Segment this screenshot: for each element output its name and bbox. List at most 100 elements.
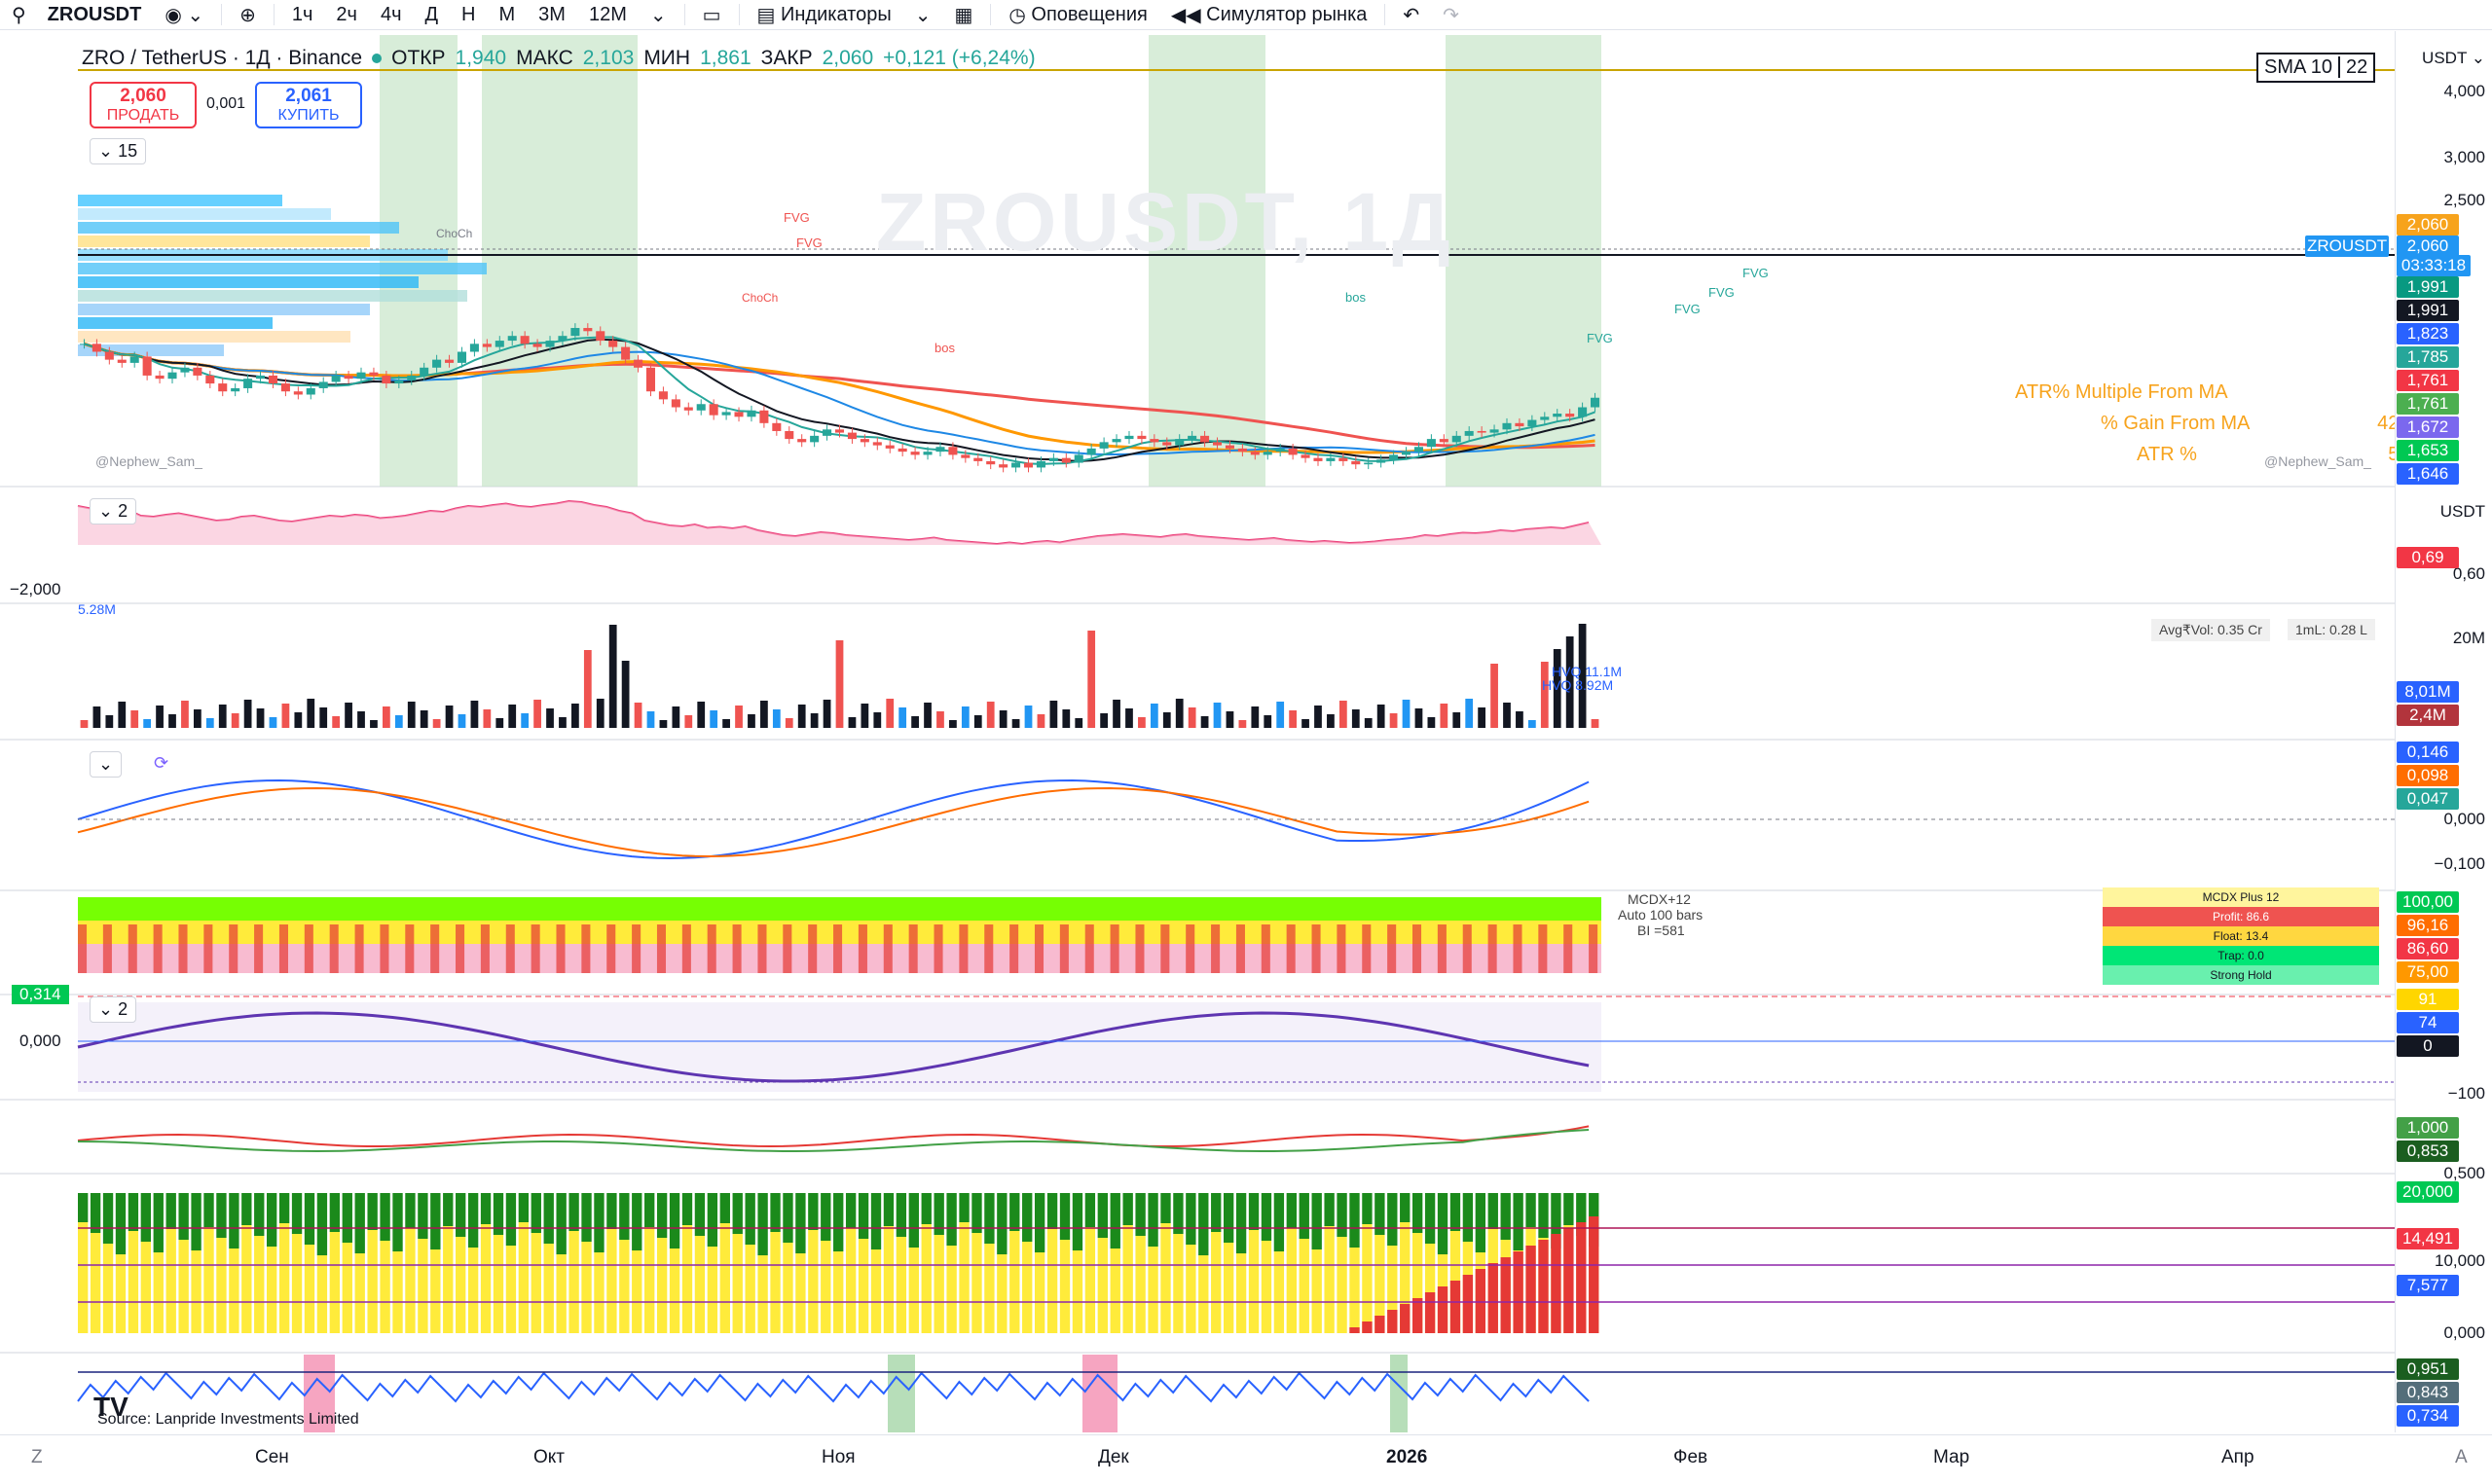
mcdx-table-title: MCDX Plus 12 — [2103, 887, 2379, 907]
candle-body — [193, 367, 202, 376]
candle-body — [747, 410, 756, 417]
chart-canvas[interactable]: FVG FVG ChoCh ChoCh bos bos FVG FVG FVG FVG — [0, 0, 2395, 1434]
indicators-collapse-pane6[interactable]: ⌄ 2 — [90, 996, 137, 1023]
pane8-yellow — [128, 1231, 139, 1333]
macd-line — [77, 778, 1590, 860]
ma-short — [84, 338, 1595, 462]
candle-body — [1099, 442, 1109, 449]
interval-month[interactable]: М — [498, 3, 516, 25]
pane8-yellow — [1135, 1236, 1146, 1333]
mcdx-bar — [480, 924, 490, 973]
currency-selector[interactable]: USDT ⌄ — [2422, 49, 2485, 67]
volume-bar — [835, 640, 844, 728]
candle-body — [583, 328, 593, 332]
candle-body — [1477, 430, 1486, 433]
candle-body — [1212, 442, 1223, 446]
tradingview-logo[interactable]: TV — [93, 1392, 128, 1422]
refresh-icon[interactable]: ⟳ — [146, 751, 177, 776]
interval-week[interactable]: Н — [461, 3, 476, 25]
volume-bar — [684, 715, 693, 728]
interval-12m[interactable]: 12М — [588, 3, 627, 25]
candle-body — [180, 367, 190, 373]
time-label: Мар — [1933, 1447, 1970, 1467]
candle-body — [1540, 416, 1550, 420]
indicators-collapse-pane4[interactable]: ⌄ — [90, 751, 123, 778]
volume-bar — [1138, 717, 1146, 728]
pane8-yellow — [594, 1252, 605, 1333]
pane8-yellow — [1009, 1231, 1020, 1333]
indicators-collapse-main[interactable]: ⌄ 15 — [90, 138, 147, 164]
candle-body — [243, 379, 253, 388]
volume-bar — [911, 716, 919, 728]
mcdx-profit: Profit: 86.6 — [2103, 907, 2379, 926]
volume-bar — [1213, 703, 1222, 728]
pane8-yellow — [1173, 1234, 1184, 1333]
symbol-name[interactable]: ZROUSDT — [47, 3, 142, 25]
pane8-green — [278, 1193, 290, 1223]
indicators-collapse-pane2[interactable]: ⌄ 2 — [90, 498, 137, 525]
replay-button[interactable]: ◀◀ Симулятор рынка — [1159, 0, 1379, 29]
volume-bar — [1427, 717, 1436, 728]
zoom-left-button[interactable]: Z — [31, 1447, 43, 1467]
interval-1h[interactable]: 1ч — [291, 3, 313, 25]
candle-body — [785, 430, 794, 440]
indicators-dropdown-icon[interactable]: ⌄ — [914, 4, 932, 26]
indicators-button[interactable]: ▤ Индикаторы — [746, 0, 903, 29]
candle-body — [1200, 435, 1210, 443]
undo-icon[interactable]: ↶ — [1403, 4, 1420, 26]
pane8-green — [254, 1193, 265, 1236]
interval-3m[interactable]: 3М — [538, 3, 566, 25]
price-tag: 1,672 — [2397, 416, 2459, 438]
interval-4h[interactable]: 4ч — [380, 3, 402, 25]
auto-scale-button[interactable]: A — [2455, 1447, 2468, 1467]
sell-button[interactable]: 2,060 ПРОДАТЬ — [90, 82, 197, 128]
legend-title[interactable]: ZRO / TetherUS · 1Д · Binance — [82, 47, 363, 69]
pane8-yellow — [316, 1255, 328, 1333]
candle-body — [1061, 457, 1071, 463]
pane8-green — [1400, 1193, 1411, 1222]
chart-type-icon[interactable]: ▭ — [702, 4, 721, 26]
pane8-green — [1462, 1193, 1474, 1242]
redo-icon[interactable]: ↷ — [1443, 4, 1459, 26]
interval-2h[interactable]: 2ч — [336, 3, 357, 25]
volume-bar — [130, 710, 139, 728]
candle-body — [596, 331, 605, 342]
symbol-settings-icon[interactable]: ◉ ⌄ — [165, 4, 204, 26]
buy-button[interactable]: 2,061 КУПИТЬ — [255, 82, 362, 128]
alerts-button[interactable]: ◷ Оповещения — [997, 0, 1158, 29]
candle-body — [495, 341, 504, 347]
pane8-red — [1362, 1321, 1373, 1333]
time-axis[interactable]: Z Сен Окт Ноя Дек 2026 Фев Мар Апр A — [0, 1434, 2492, 1484]
interval-day[interactable]: Д — [424, 3, 439, 25]
compare-plus-icon[interactable]: ⊕ — [239, 4, 256, 26]
pane8-yellow — [808, 1230, 819, 1333]
interval-dropdown-icon[interactable]: ⌄ — [649, 4, 667, 26]
pane8-yellow — [229, 1249, 239, 1333]
mcdx-info-2: Auto 100 bars — [1618, 907, 1704, 923]
stat-gain-from-ma: % Gain From MA42.41% — [2015, 413, 2443, 435]
candle-body — [1389, 454, 1399, 460]
replay-icon: ◀◀ — [1170, 4, 1207, 26]
price-tag: 1,761 — [2397, 393, 2459, 415]
sma-indicator-box[interactable]: SMA 10 22 — [2256, 53, 2376, 83]
mcdx-bar — [380, 924, 389, 973]
candle-body — [1225, 445, 1234, 449]
candle-body — [1565, 414, 1575, 417]
fvg-label: FVG — [1742, 266, 1769, 280]
pane8-yellow — [568, 1231, 579, 1333]
hvq-label-2: HVQ 8.92M — [1542, 677, 1614, 693]
pane8-yellow — [354, 1253, 365, 1333]
volume-bar — [861, 704, 869, 728]
pane8-green — [1022, 1193, 1033, 1242]
volume-bar — [596, 699, 605, 728]
volume-bar — [1503, 703, 1511, 728]
pane8-red — [1576, 1222, 1587, 1333]
symbol-search-icon[interactable]: ⚲ — [12, 4, 26, 26]
templates-icon[interactable]: ▦ — [954, 4, 973, 26]
volume-bar — [1024, 706, 1033, 728]
mcdx-bar — [1589, 924, 1598, 973]
candle-body — [973, 457, 983, 461]
candle-body — [356, 372, 366, 380]
pane2-tag: 0,69 — [2397, 547, 2459, 568]
volume-bar — [1264, 715, 1272, 728]
